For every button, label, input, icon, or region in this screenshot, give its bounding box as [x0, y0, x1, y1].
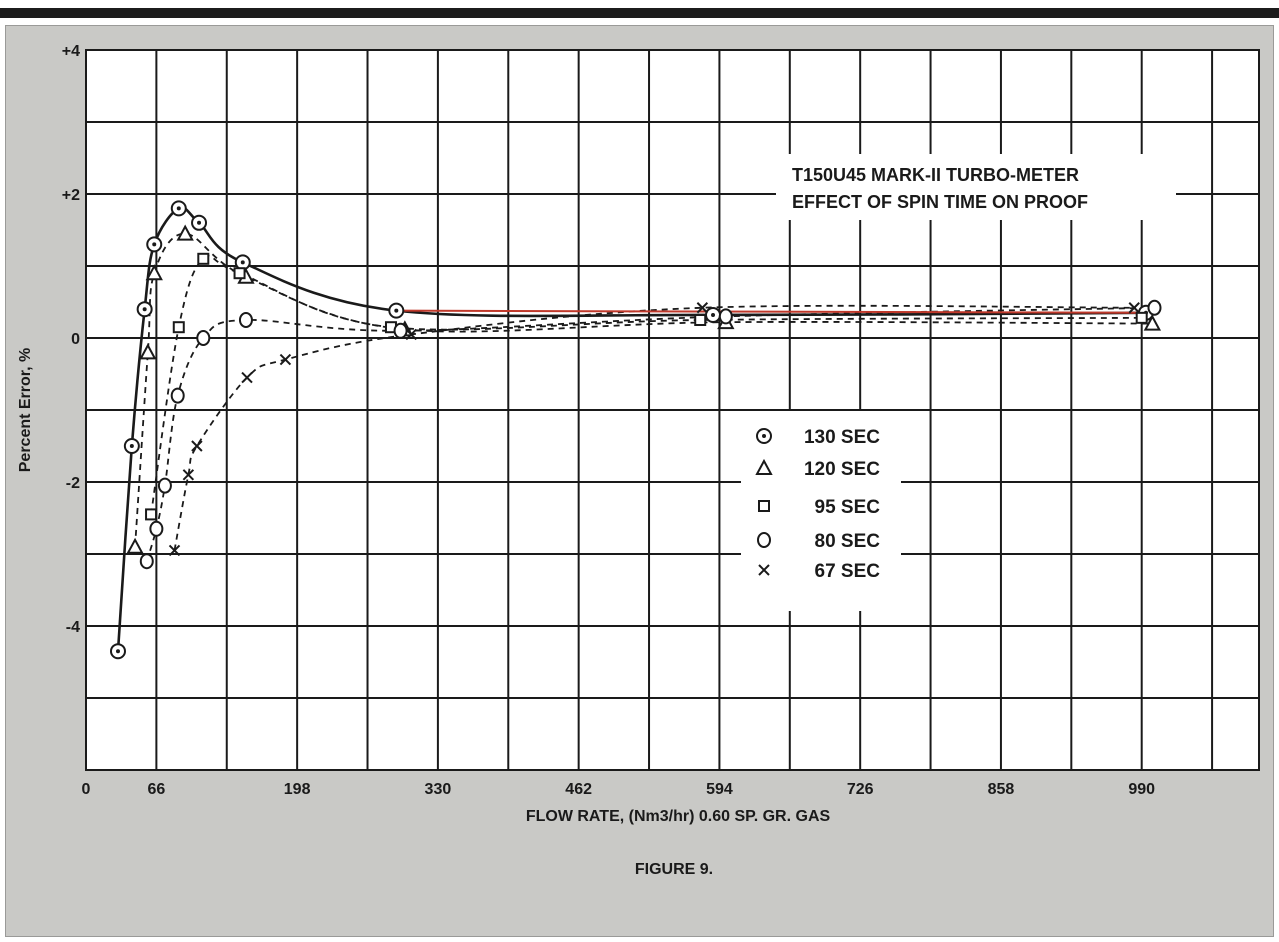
top-rule [0, 8, 1279, 18]
data-point [718, 308, 733, 325]
data-point [126, 537, 144, 554]
chart: 0 66 198 330 462 594 726 858 990 +4 +2 0 -2 -4 T150U4… [17, 43, 1260, 878]
data-point [191, 440, 203, 452]
y-tick-label: +4 [62, 43, 80, 60]
series-line [145, 306, 1155, 562]
legend-marker [758, 500, 770, 512]
legend-marker [757, 532, 771, 548]
data-point [146, 236, 163, 253]
x-tick-label: 726 [847, 781, 874, 798]
data-point [197, 252, 210, 265]
data-point [170, 200, 187, 217]
chart-title: T150U45 MARK-II TURBO-METER [792, 165, 1079, 185]
data-point [696, 302, 709, 314]
data-point [168, 544, 181, 557]
data-point [1143, 314, 1162, 331]
data-point [145, 264, 163, 281]
data-point [279, 353, 292, 366]
data-point [149, 520, 164, 537]
legend-label: 67 SEC [815, 561, 881, 582]
legend-marker [756, 428, 772, 444]
legend-label: 130 SEC [804, 427, 880, 448]
x-tick-label: 198 [284, 781, 311, 798]
data-point [393, 322, 408, 339]
legend-marker [755, 458, 773, 475]
x-tick-label: 0 [82, 781, 91, 798]
data-point [123, 438, 140, 454]
x-tick-label: 330 [425, 781, 452, 798]
x-tick-label: 858 [988, 781, 1015, 798]
title-box: T150U45 MARK-II TURBO-METER EFFECT OF SP… [776, 154, 1176, 220]
data-point [238, 312, 253, 328]
x-tick-label: 66 [147, 781, 165, 798]
reference-line [396, 309, 1155, 314]
data-point [172, 321, 185, 334]
data-point [191, 214, 208, 231]
y-tick-label: -4 [66, 619, 80, 636]
data-point [388, 302, 405, 319]
legend-label: 120 SEC [804, 459, 880, 480]
data-point [1128, 302, 1140, 314]
data-point [176, 224, 194, 241]
series-line [134, 232, 1153, 547]
data-point [241, 371, 253, 384]
data-point [694, 314, 707, 326]
y-tick-label: +2 [62, 187, 80, 204]
data-point [157, 477, 172, 494]
x-axis-label: FLOW RATE, (Nm3/hr) 0.60 SP. GR. GAS [526, 808, 831, 825]
data-point [705, 306, 722, 323]
data-point [1147, 299, 1162, 316]
data-point [139, 553, 154, 570]
figure-panel: 0 66 198 330 462 594 726 858 990 +4 +2 0 -2 -4 T150U4… [5, 25, 1274, 937]
data-point [109, 643, 126, 660]
title-background [776, 154, 1176, 220]
data-point [136, 301, 153, 318]
tick-labels: 0 66 198 330 462 594 726 858 990 +4 +2 0 -2 -4 [62, 43, 1155, 798]
x-tick-label: 990 [1128, 781, 1155, 798]
data-point [405, 328, 417, 341]
series-line [173, 304, 1135, 551]
x-tick-label: 594 [706, 781, 733, 798]
y-tick-label: 0 [71, 331, 80, 348]
y-tick-label: -2 [66, 475, 80, 492]
data-point [233, 267, 246, 280]
data-point [196, 330, 211, 346]
data-point [145, 508, 158, 521]
data-point [182, 469, 195, 481]
data-point [170, 387, 185, 404]
data-point [139, 343, 157, 360]
legend: 130 SEC 120 SEC 95 SEC 80 SEC 67 SEC [741, 411, 901, 611]
y-axis-label: Percent Error, % [17, 348, 34, 473]
legend-label: 95 SEC [815, 497, 881, 518]
legend-marker [758, 564, 770, 576]
legend-label: 80 SEC [815, 531, 881, 552]
x-tick-label: 462 [565, 781, 592, 798]
markers [109, 200, 1162, 660]
figure-caption: FIGURE 9. [635, 861, 713, 878]
data-point [1135, 311, 1148, 324]
chart-subtitle: EFFECT OF SPIN TIME ON PROOF [792, 192, 1088, 212]
